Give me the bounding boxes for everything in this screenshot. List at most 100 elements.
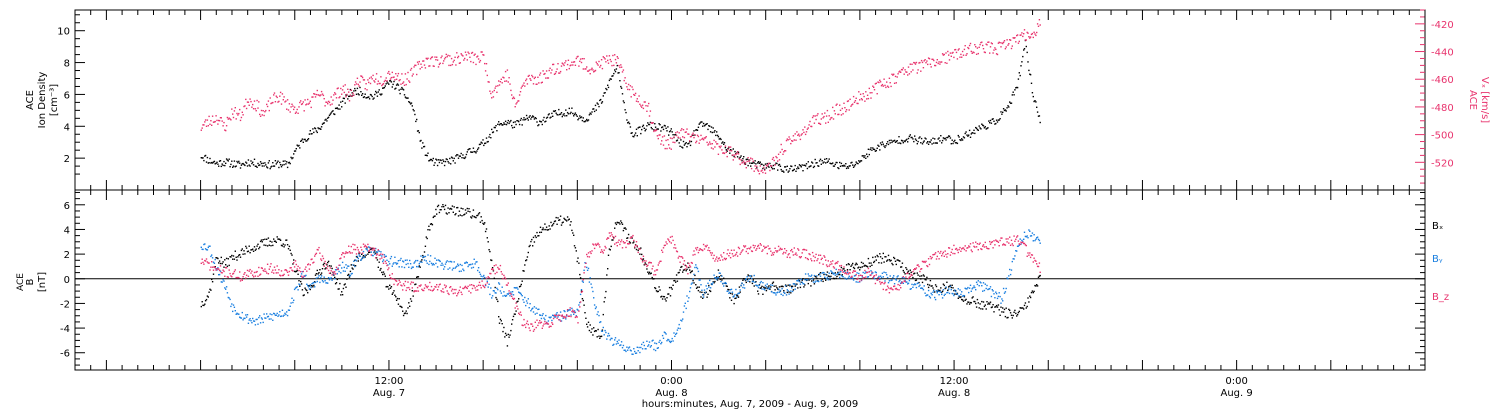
density-series-point	[590, 113, 592, 115]
vx-series-point	[406, 78, 408, 80]
b-series-1-point	[808, 275, 810, 277]
b-series-1-point	[756, 284, 758, 287]
density-series-point	[410, 102, 413, 104]
b-series-1-point	[1021, 239, 1023, 242]
b-series-1-point	[234, 310, 236, 312]
vx-series-point	[232, 113, 234, 115]
density-series-point	[449, 157, 451, 160]
vx-series-point	[207, 125, 209, 127]
density-series-point	[218, 165, 220, 167]
b-series-2-point	[485, 277, 488, 279]
b-series-2-point	[211, 266, 214, 268]
b-series-0-point	[900, 266, 903, 268]
vx-series-point	[503, 77, 505, 79]
density-series-point	[682, 140, 685, 143]
b-series-2-point	[629, 237, 632, 239]
b-series-2-point	[545, 322, 548, 324]
b-series-2-point	[556, 317, 558, 319]
vx-series-point	[496, 91, 498, 93]
density-series-point	[624, 109, 626, 111]
vx-series-point	[405, 83, 407, 86]
b-series-1-point	[449, 267, 451, 269]
b-series-2-point	[493, 265, 495, 267]
density-series-point	[361, 93, 364, 95]
b-series-2-point	[584, 266, 586, 268]
b-series-0-point	[731, 293, 734, 295]
b-series-1-point	[425, 260, 427, 262]
density-series-point	[1030, 82, 1033, 84]
b-series-2-point	[423, 289, 425, 292]
b-series-0-point	[226, 265, 229, 267]
vx-series-point	[771, 158, 774, 160]
b-series-1-point	[772, 292, 775, 294]
vx-series-point	[436, 59, 439, 61]
vx-series-point	[539, 74, 541, 76]
b-series-0-point	[653, 278, 655, 280]
vx-series-point	[419, 68, 421, 70]
b-series-1-point	[682, 311, 685, 313]
vx-series-point	[236, 112, 238, 115]
b-series-2-point	[446, 290, 448, 292]
b-series-1-point	[435, 262, 437, 265]
density-series-point	[836, 161, 838, 164]
b-series-0-point	[916, 272, 918, 274]
b-series-2-point	[357, 249, 359, 251]
density-series-point	[756, 167, 758, 169]
vx-series-point	[508, 77, 510, 79]
density-series-point	[620, 87, 623, 89]
b-series-0-point	[810, 285, 812, 287]
b-series-0-point	[320, 273, 322, 276]
b-series-1-point	[815, 280, 817, 282]
density-series-point	[810, 165, 812, 167]
vx-series-point	[264, 111, 266, 113]
b-series-0-point	[873, 260, 876, 263]
b-series-0-point	[612, 239, 614, 241]
vx-series-point	[689, 136, 692, 138]
density-series-point	[1029, 73, 1031, 75]
density-series-point	[615, 68, 618, 70]
b-series-1-point	[1025, 236, 1027, 238]
density-series-point	[455, 155, 457, 157]
vx-series-point	[549, 67, 551, 69]
b-series-0-point	[922, 274, 925, 276]
density-series-point	[558, 108, 560, 111]
vx-series-point	[584, 68, 586, 70]
vx-series-point	[1020, 34, 1022, 36]
vx-series-point	[729, 146, 732, 148]
b-series-1-point	[380, 251, 382, 253]
b-series-1-point	[571, 307, 573, 310]
b-series-2-point	[637, 251, 639, 254]
vx-series-point	[929, 63, 932, 65]
b-series-0-point	[928, 284, 931, 286]
b-series-0-point	[872, 256, 874, 259]
vx-series-point	[684, 131, 686, 133]
vx-series-point	[206, 119, 209, 121]
b-series-2-point	[358, 251, 360, 253]
b-series-0-point	[390, 286, 393, 288]
vx-series-point	[710, 147, 713, 149]
density-series-point	[831, 163, 833, 165]
vx-series-point	[565, 60, 567, 62]
b-series-0-point	[601, 329, 604, 331]
b-axis-label: [nT]	[37, 272, 48, 292]
b-series-2-point	[416, 286, 419, 289]
b-series-1-point	[236, 312, 238, 314]
vx-series-point	[574, 64, 577, 66]
b-series-0-point	[260, 239, 263, 241]
b-series-1-point	[266, 313, 268, 315]
density-series-point	[862, 155, 864, 157]
b-series-1-point	[774, 292, 776, 294]
b-series-1-point	[226, 292, 229, 294]
b-series-0-point	[690, 270, 693, 273]
b-series-1-point	[636, 346, 638, 348]
density-series-point	[792, 169, 795, 171]
vx-series-point	[891, 73, 893, 75]
density-series-point	[520, 117, 522, 120]
density-series-point	[767, 165, 769, 167]
density-series-point	[794, 164, 796, 167]
b-series-1-point	[866, 276, 869, 278]
density-series-point	[336, 107, 338, 109]
b-series-1-point	[574, 311, 577, 314]
density-series-point	[227, 160, 229, 162]
vx-series-point	[954, 48, 957, 51]
